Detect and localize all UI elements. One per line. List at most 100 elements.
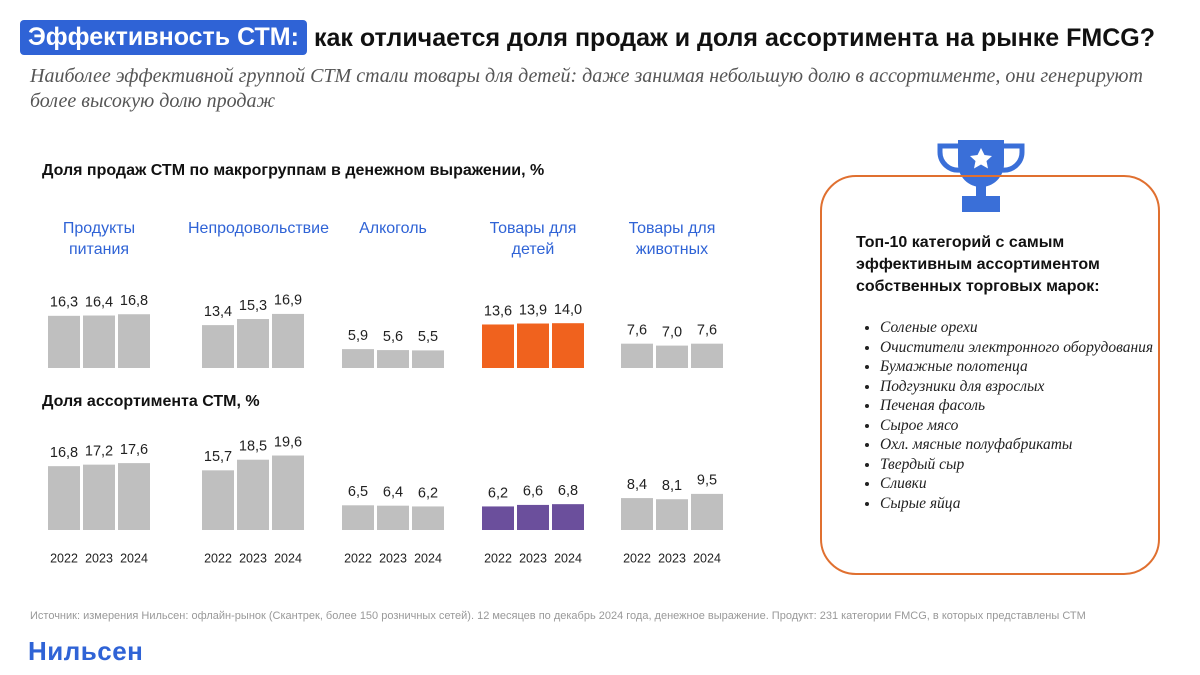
bar: [621, 343, 653, 368]
bar: [656, 345, 688, 368]
x-tick-label: 2023: [239, 551, 267, 565]
value-label: 6,6: [523, 484, 543, 500]
bar: [272, 455, 304, 530]
value-label: 6,2: [418, 485, 438, 501]
bar: [377, 350, 409, 368]
box-item: Твердый сыр: [880, 455, 1170, 475]
bar: [202, 470, 234, 530]
value-label: 6,8: [558, 483, 578, 499]
bar: [83, 315, 115, 368]
x-tick-label: 2022: [204, 551, 232, 565]
value-label: 6,4: [383, 485, 403, 501]
group-label: Алкоголь: [359, 220, 427, 237]
bar: [342, 349, 374, 368]
value-label: 5,5: [418, 329, 438, 345]
bar: [517, 504, 549, 530]
value-label: 5,6: [383, 329, 403, 345]
box-item: Бумажные полотенца: [880, 357, 1170, 377]
box-item: Соленые орехи: [880, 318, 1170, 338]
bar: [118, 463, 150, 530]
value-label: 16,3: [50, 295, 78, 311]
box-item: Охл. мясные полуфабрикаты: [880, 435, 1170, 455]
value-label: 16,8: [120, 293, 148, 309]
x-tick-label: 2022: [50, 551, 78, 565]
value-label: 17,6: [120, 442, 148, 458]
value-label: 6,5: [348, 484, 368, 500]
value-label: 16,9: [274, 293, 302, 309]
value-label: 7,0: [662, 324, 682, 340]
group-label: Товары для животных: [628, 220, 716, 258]
x-tick-label: 2023: [519, 551, 547, 565]
value-label: 13,9: [519, 302, 547, 318]
value-label: 5,9: [348, 328, 368, 344]
value-label: 15,3: [239, 298, 267, 314]
x-tick-label: 2024: [693, 551, 721, 565]
bar: [552, 323, 584, 368]
x-tick-label: 2022: [623, 551, 651, 565]
bar: [48, 315, 80, 368]
bar: [83, 464, 115, 530]
value-label: 13,4: [204, 304, 232, 320]
box-item: Сырое мясо: [880, 416, 1170, 436]
bar: [517, 323, 549, 368]
box-item: Печеная фасоль: [880, 396, 1170, 416]
bar: [272, 313, 304, 368]
x-tick-label: 2022: [484, 551, 512, 565]
bar: [377, 505, 409, 530]
value-label: 18,5: [239, 439, 267, 455]
chart-title: Доля продаж СТМ по макрогруппам в денежн…: [42, 162, 545, 179]
x-tick-label: 2023: [85, 551, 113, 565]
bar: [552, 504, 584, 530]
x-tick-label: 2022: [344, 551, 372, 565]
value-label: 14,0: [554, 302, 582, 318]
x-tick-label: 2023: [658, 551, 686, 565]
source-note: Источник: измерения Нильсен: офлайн-рыно…: [30, 610, 1086, 622]
bar: [202, 325, 234, 368]
value-label: 17,2: [85, 443, 113, 459]
bar: [482, 324, 514, 368]
x-tick-label: 2024: [414, 551, 442, 565]
bar: [621, 498, 653, 530]
x-tick-label: 2024: [274, 551, 302, 565]
group-label: Непродовольствие: [188, 220, 329, 237]
value-label: 13,6: [484, 303, 512, 319]
value-label: 9,5: [697, 473, 717, 489]
value-label: 6,2: [488, 485, 508, 501]
title: как отличается доля продаж и доля ассорт…: [314, 24, 1155, 52]
value-label: 8,1: [662, 478, 682, 494]
box-title: Топ-10 категорий с самым эффективным асс…: [856, 234, 1100, 295]
bar: [342, 505, 374, 530]
box-item: Очистители электронного оборудования: [880, 338, 1170, 358]
value-label: 16,8: [50, 445, 78, 461]
subtitle: Наиболее эффективной группой СТМ стали т…: [30, 65, 1143, 112]
bar: [482, 506, 514, 530]
bar: [691, 493, 723, 530]
logo: Нильсен: [28, 636, 144, 666]
bar: [48, 466, 80, 530]
highlight-box: [820, 175, 1160, 575]
value-label: 15,7: [204, 449, 232, 465]
chart-title: Доля ассортимента СТМ, %: [42, 393, 260, 410]
group-label: Продукты питания: [62, 220, 136, 258]
x-tick-label: 2024: [120, 551, 148, 565]
x-tick-label: 2023: [379, 551, 407, 565]
bar: [412, 350, 444, 368]
bar: [118, 314, 150, 368]
group-label: Товары для детей: [489, 220, 577, 258]
box-item: Сырые яйца: [880, 494, 1170, 514]
value-label: 7,6: [627, 323, 647, 339]
box-list: Соленые орехиОчистители электронного обо…: [856, 318, 1170, 513]
bar: [691, 343, 723, 368]
value-label: 7,6: [697, 323, 717, 339]
bar: [237, 459, 269, 530]
bar: [412, 506, 444, 530]
box-item: Сливки: [880, 474, 1170, 494]
value-label: 19,6: [274, 434, 302, 450]
bar: [656, 499, 688, 530]
value-label: 16,4: [85, 294, 113, 310]
box-item: Подгузники для взрослых: [880, 377, 1170, 397]
bar: [237, 319, 269, 368]
x-tick-label: 2024: [554, 551, 582, 565]
